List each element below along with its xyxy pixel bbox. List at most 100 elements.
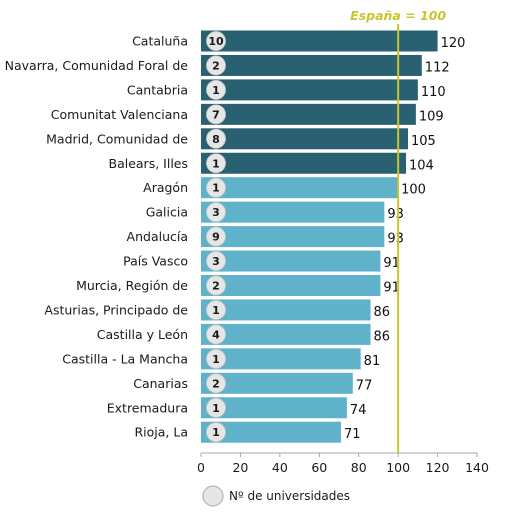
x-tick-label: 80 bbox=[351, 460, 367, 475]
x-tick-label: 100 bbox=[386, 460, 410, 475]
university-count-label: 1 bbox=[212, 157, 220, 170]
university-count-label: 1 bbox=[212, 182, 220, 195]
bar bbox=[201, 30, 438, 52]
university-count-marker bbox=[206, 202, 226, 223]
university-count-label: 1 bbox=[212, 426, 220, 439]
legend-marker-icon bbox=[202, 485, 224, 507]
university-count-label: 1 bbox=[212, 304, 220, 317]
university-count-marker bbox=[206, 128, 226, 149]
data-label: 100 bbox=[401, 183, 426, 198]
category-label: Andalucía bbox=[127, 229, 188, 244]
category-label: Aragón bbox=[143, 180, 188, 195]
category-label: Cataluña bbox=[132, 34, 188, 49]
category-label: Balears, Illes bbox=[109, 156, 189, 171]
university-count-label: 10 bbox=[208, 35, 224, 48]
x-tick-label: 0 bbox=[197, 460, 205, 475]
category-label: Castilla - La Mancha bbox=[62, 351, 188, 366]
data-label: 77 bbox=[356, 378, 373, 393]
reference-line-label: España = 100 bbox=[350, 8, 446, 23]
university-count-label: 4 bbox=[212, 328, 220, 341]
data-label: 110 bbox=[421, 85, 446, 100]
university-count-label: 9 bbox=[212, 231, 220, 244]
data-label: 112 bbox=[425, 60, 450, 75]
bar bbox=[201, 152, 407, 174]
category-label: Murcia, Región de bbox=[76, 278, 188, 293]
legend-label: Nº de universidades bbox=[229, 489, 350, 503]
legend: Nº de universidades bbox=[202, 485, 350, 507]
x-tick-label: 60 bbox=[311, 460, 327, 475]
category-label: Cantabria bbox=[127, 82, 188, 97]
x-axis: 0 20 40 60 80 100 120 140 bbox=[197, 452, 489, 475]
bar bbox=[201, 128, 408, 150]
bar bbox=[201, 79, 418, 101]
data-label: 86 bbox=[374, 305, 391, 320]
category-label: Comunitat Valenciana bbox=[51, 107, 188, 122]
university-count-marker bbox=[206, 226, 226, 247]
bar bbox=[201, 275, 381, 296]
university-count-marker bbox=[206, 55, 226, 76]
category-label: Galicia bbox=[146, 205, 188, 220]
data-label: 105 bbox=[411, 134, 436, 149]
x-tick-label: 120 bbox=[426, 460, 450, 475]
bar bbox=[201, 421, 341, 443]
university-count-marker bbox=[206, 177, 226, 198]
category-label: Navarra, Comunidad Foral de bbox=[5, 58, 189, 73]
x-tick-label: 20 bbox=[232, 460, 248, 475]
university-count-marker bbox=[206, 251, 226, 271]
bar bbox=[201, 201, 385, 223]
data-label: 71 bbox=[344, 427, 361, 442]
university-count-label: 2 bbox=[212, 280, 220, 293]
data-label: 91 bbox=[383, 256, 400, 271]
university-count-marker bbox=[206, 422, 226, 443]
bars-layer: Cataluña 120 10 Navarra, Comunidad Foral de… bbox=[5, 30, 466, 443]
bar bbox=[201, 177, 399, 199]
university-count-label: 1 bbox=[212, 84, 220, 97]
bar bbox=[201, 250, 381, 272]
x-tick-label: 40 bbox=[272, 460, 288, 475]
bar bbox=[201, 372, 353, 394]
university-count-marker bbox=[206, 31, 226, 51]
university-count-label: 1 bbox=[212, 402, 220, 415]
university-count-marker bbox=[206, 300, 226, 320]
data-label: 74 bbox=[350, 403, 367, 418]
data-label: 91 bbox=[383, 281, 400, 296]
university-count-marker bbox=[206, 80, 226, 100]
university-count-marker bbox=[206, 348, 226, 369]
bar bbox=[201, 299, 371, 321]
data-label: 86 bbox=[374, 329, 391, 344]
bar bbox=[201, 323, 371, 345]
data-label: 104 bbox=[409, 158, 434, 173]
university-count-marker bbox=[206, 104, 226, 125]
data-label: 81 bbox=[364, 354, 381, 369]
category-label: Rioja, La bbox=[134, 425, 188, 440]
university-count-label: 2 bbox=[212, 59, 220, 72]
university-count-marker bbox=[206, 397, 226, 418]
university-count-label: 1 bbox=[212, 353, 220, 366]
data-label: 93 bbox=[387, 232, 404, 247]
bar bbox=[201, 226, 385, 248]
university-count-label: 2 bbox=[212, 377, 220, 390]
bar bbox=[201, 103, 416, 125]
category-label: Extremadura bbox=[107, 400, 188, 415]
category-label: Castilla y León bbox=[97, 327, 188, 342]
category-label: País Vasco bbox=[123, 254, 188, 269]
university-count-label: 3 bbox=[212, 255, 220, 268]
university-count-marker bbox=[206, 275, 226, 296]
bar bbox=[201, 348, 361, 370]
data-label: 93 bbox=[387, 207, 404, 222]
university-count-marker bbox=[206, 324, 226, 345]
university-count-label: 3 bbox=[212, 206, 220, 219]
data-label: 109 bbox=[419, 109, 444, 124]
bar bbox=[201, 397, 347, 419]
category-label: Madrid, Comunidad de bbox=[46, 131, 188, 146]
university-count-label: 7 bbox=[212, 108, 220, 121]
university-count-marker bbox=[206, 153, 226, 174]
category-label: Asturias, Principado de bbox=[44, 302, 188, 317]
university-count-label: 8 bbox=[212, 133, 220, 146]
university-count-marker bbox=[206, 373, 226, 394]
category-label: Canarias bbox=[133, 376, 188, 391]
reference-line-group: España = 100 bbox=[350, 8, 446, 453]
bar bbox=[201, 54, 422, 76]
data-label: 120 bbox=[441, 36, 466, 51]
